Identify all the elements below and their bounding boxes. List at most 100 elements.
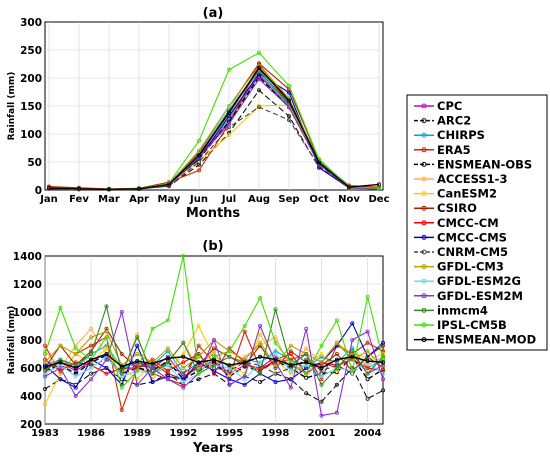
panel-b-point-inmcm4 <box>119 371 124 376</box>
panel-b-point-gfdl-cm3 <box>258 340 263 345</box>
panel-b-point-ensmean-obs <box>365 377 370 382</box>
panel-a-point-ipsl-cm5b <box>196 138 201 143</box>
panel-b-point-cnrm-cm5 <box>365 354 370 359</box>
panel-b-point-canesm2 <box>258 332 263 337</box>
panel-a-x-tick-label: Mar <box>98 194 120 205</box>
panel-b-series <box>43 253 385 418</box>
panel-b-point-ensmean-mod <box>365 358 370 363</box>
panel-b-point-arc2 <box>196 377 201 382</box>
panel-a-y-tick-label: 250 <box>20 45 42 57</box>
panel-b-point-gfdl-esm2m <box>288 385 293 390</box>
panel-b-point-inmcm4 <box>165 360 170 365</box>
panel-b-point-cmcc-cms <box>211 368 216 373</box>
panel-b-point-inmcm4 <box>319 382 324 387</box>
legend-label-ensmean-obs: ENSMEAN-OBS <box>437 157 532 171</box>
panel-b-point-inmcm4 <box>150 371 155 376</box>
panel-b-point-gfdl-esm2m <box>58 365 63 370</box>
panel-b-point-ensmean-mod <box>319 365 324 370</box>
panel-b-point-inmcm4 <box>334 365 339 370</box>
panel-a-point-ensmean-mod <box>316 160 321 165</box>
panel-b-point-cmcc-cms <box>350 321 355 326</box>
panel-b-point-ensmean-mod <box>58 360 63 365</box>
panel-b-point-gfdl-esm2m <box>380 377 385 382</box>
legend-label-cpc: CPC <box>437 99 462 113</box>
panel-b-point-canesm2 <box>334 368 339 373</box>
panel-b-point-gfdl-esm2m <box>181 385 186 390</box>
panel-b-point-ensmean-mod <box>211 357 216 362</box>
panel-a-y-ticks: 0 50 100 150 200 250 300 <box>20 17 42 197</box>
panel-b-point-ensmean-mod <box>196 360 201 365</box>
panel-a-y-tick-label: 100 <box>20 129 42 141</box>
panel-b-point-ensmean-mod <box>135 358 140 363</box>
panel-b-y-tick-label: 800 <box>20 335 42 347</box>
panel-b-point-gfdl-esm2m <box>350 337 355 342</box>
panel-b-point-ensmean-mod <box>273 357 278 362</box>
panel-b-point-cnrm-cm5 <box>227 368 232 373</box>
panel-b-point-gfdl-esm2m <box>227 382 232 387</box>
panel-b-point-inmcm4 <box>365 371 370 376</box>
legend-marker-cpc <box>421 103 427 109</box>
panel-b-point-canesm2 <box>181 351 186 356</box>
panel-b-series-gfdl-esm2m <box>44 309 384 417</box>
panel-b-point-ipsl-cm5b <box>319 343 324 348</box>
panel-b-point-ipsl-cm5b <box>119 385 124 390</box>
panel-b-point-cnrm-cm5 <box>334 363 339 368</box>
panel-b-point-cmcc-cms <box>150 379 155 384</box>
panel-b-point-cmcc-cms <box>242 382 247 387</box>
panel-b-point-gfdl-cm3 <box>365 349 370 354</box>
panel-b-point-csiro <box>334 351 339 356</box>
legend-marker-chirps <box>421 132 427 138</box>
panel-b-y-tick-label: 1000 <box>13 307 42 319</box>
panel-b-point-inmcm4 <box>181 340 186 345</box>
panel-b-point-cmcc-cm <box>43 357 48 362</box>
panel-b-point-canesm2 <box>43 402 48 407</box>
panel-b-point-arc2 <box>43 386 48 391</box>
panel-b-x-tick-label: 1992 <box>169 428 197 439</box>
panel-b-point-ipsl-cm5b <box>334 318 339 323</box>
panel-a-point-arc2 <box>196 162 201 167</box>
legend-label-inmcm4: inmcm4 <box>437 303 488 317</box>
panel-a-x-axis-label: Months <box>186 206 241 221</box>
panel-a-y-tick-label: 200 <box>20 73 42 85</box>
panel-b-y-tick-label: 200 <box>20 419 42 431</box>
panel-b-y-axis-label: Rainfall (mm) <box>7 306 17 375</box>
panel-b-point-inmcm4 <box>89 351 94 356</box>
panel-b-point-gfdl-cm3 <box>196 354 201 359</box>
legend-marker-gfdl-cm3 <box>421 264 427 270</box>
legend-marker-arc2 <box>421 118 427 124</box>
panel-b-point-gfdl-cm3 <box>165 346 170 351</box>
panel-b-point-ipsl-cm5b <box>380 357 385 362</box>
panel-a-y-tick-label: 150 <box>20 101 42 113</box>
panel-b-point-inmcm4 <box>58 357 63 362</box>
panel-a-x-tick-label: Jan <box>39 194 58 205</box>
panel-b-point-cnrm-cm5 <box>196 351 201 356</box>
panel-b-point-canesm2 <box>196 323 201 328</box>
panel-a-x-tick-label: Fev <box>69 194 89 205</box>
panel-b-point-csiro <box>119 351 124 356</box>
panel-b-point-gfdl-cm3 <box>58 343 63 348</box>
panel-b-point-gfdl-esm2g <box>273 351 278 356</box>
panel-b-point-cmcc-cms <box>273 379 278 384</box>
panel-b-x-tick-label: 2001 <box>308 428 336 439</box>
panel-a-x-tick-label: Apr <box>129 194 149 205</box>
panel-b-point-inmcm4 <box>43 368 48 373</box>
panel-a-point-ipsl-cm5b <box>226 67 231 72</box>
panel-a-point-cnrm-cm5 <box>196 159 201 164</box>
legend-label-csiro: CSIRO <box>437 201 477 215</box>
panel-a-point-ipsl-cm5b <box>256 50 261 55</box>
legend-marker-canesm2 <box>421 191 427 197</box>
panel-b-series-cmcc-cm <box>44 347 384 375</box>
panel-b-point-gfdl-esm2m <box>73 393 78 398</box>
legend-label-ipsl-cm5b: IPSL-CM5B <box>437 318 507 332</box>
panel-b-point-arc2 <box>334 382 339 387</box>
legend-marker-cmcc-cms <box>421 234 427 240</box>
panel-b-point-ipsl-cm5b <box>365 294 370 299</box>
panel-a-point-ensmean-mod <box>47 186 52 191</box>
panel-b-point-canesm2 <box>319 351 324 356</box>
panel-a-point-gfdl-esm2m <box>256 77 261 82</box>
panel-b-x-tick-label: 1998 <box>262 428 290 439</box>
panel-b-point-ensmean-mod <box>43 364 48 369</box>
panel-b-point-ipsl-cm5b <box>273 340 278 345</box>
panel-b-x-ticks: 1983 1986 1989 1992 1995 1998 2001 2004 <box>31 428 382 439</box>
